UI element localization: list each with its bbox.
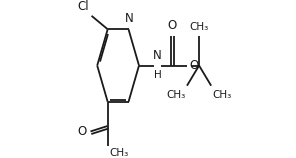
Text: O: O — [168, 19, 177, 32]
Text: H: H — [154, 70, 162, 80]
Text: O: O — [189, 59, 198, 72]
Text: N: N — [153, 49, 162, 62]
Text: CH₃: CH₃ — [212, 90, 231, 100]
Text: CH₃: CH₃ — [189, 22, 209, 32]
Text: Cl: Cl — [77, 0, 89, 13]
Text: O: O — [78, 125, 87, 138]
Text: N: N — [125, 12, 133, 25]
Text: CH₃: CH₃ — [167, 90, 186, 100]
Text: CH₃: CH₃ — [109, 148, 128, 158]
